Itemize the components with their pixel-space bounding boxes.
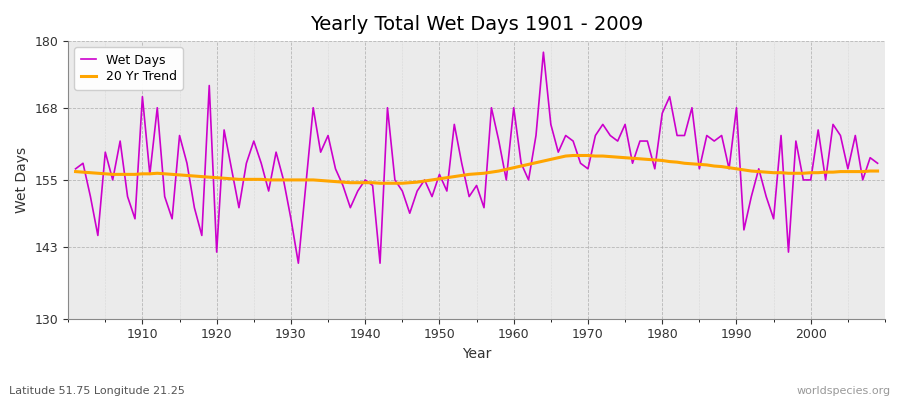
Wet Days (538, 50, 549, 55)
Wet Days (301, 183, 311, 188)
Text: Latitude 51.75 Longitude 21.25: Latitude 51.75 Longitude 21.25 (9, 386, 184, 396)
20 Yr Trend (872, 169, 883, 174)
X-axis label: Year: Year (462, 347, 491, 361)
Wet Days (516, 161, 526, 166)
Title: Yearly Total Wet Days 1901 - 2009: Yearly Total Wet Days 1901 - 2009 (310, 15, 644, 34)
20 Yr Trend (130, 172, 140, 177)
Line: 20 Yr Trend: 20 Yr Trend (76, 156, 878, 183)
20 Yr Trend (612, 155, 623, 160)
20 Yr Trend (338, 180, 348, 184)
Y-axis label: Wet Days: Wet Days (15, 147, 29, 213)
20 Yr Trend (293, 178, 304, 182)
20 Yr Trend (508, 165, 519, 170)
20 Yr Trend (374, 181, 385, 186)
Legend: Wet Days, 20 Yr Trend: Wet Days, 20 Yr Trend (75, 47, 183, 90)
Wet Days (293, 261, 304, 266)
20 Yr Trend (516, 164, 526, 168)
Wet Days (345, 205, 356, 210)
Wet Days (612, 139, 623, 144)
Wet Days (508, 105, 519, 110)
Wet Days (130, 216, 140, 221)
Text: worldspecies.org: worldspecies.org (796, 386, 891, 396)
Wet Days (872, 161, 883, 166)
Line: Wet Days: Wet Days (76, 52, 878, 263)
20 Yr Trend (70, 169, 81, 174)
Wet Days (70, 166, 81, 171)
20 Yr Trend (568, 153, 579, 158)
